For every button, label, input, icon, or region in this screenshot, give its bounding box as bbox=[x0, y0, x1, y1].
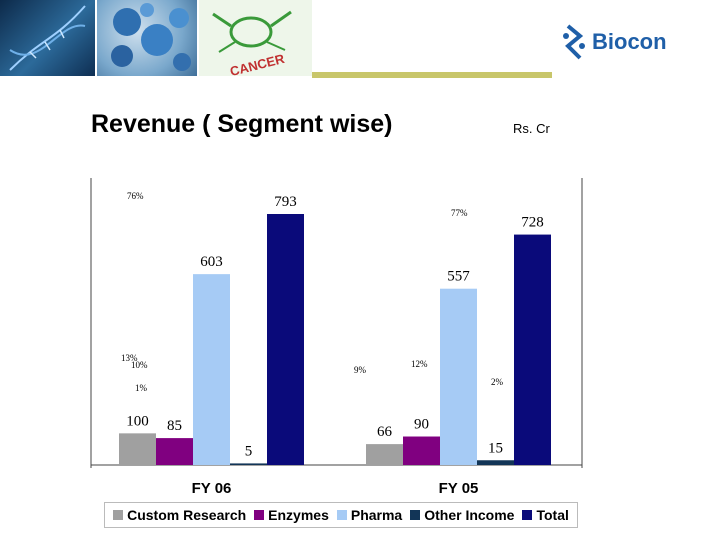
legend-item: Total bbox=[522, 507, 569, 523]
dna-image bbox=[0, 0, 95, 76]
biocon-logo: Biocon bbox=[560, 20, 690, 64]
legend-label: Total bbox=[536, 507, 569, 523]
legend-item: Other Income bbox=[410, 507, 514, 523]
share-label: 9% bbox=[354, 365, 367, 375]
legend-swatch bbox=[336, 510, 347, 520]
share-label: 12% bbox=[411, 359, 428, 369]
value-label: 15 bbox=[488, 440, 503, 456]
category-label: FY 06 bbox=[192, 480, 232, 497]
biocon-logo-icon bbox=[563, 24, 585, 60]
logo-text: Biocon bbox=[592, 29, 667, 54]
molecules-image bbox=[97, 0, 197, 76]
legend-swatch bbox=[410, 510, 421, 520]
page-title: Revenue ( Segment wise) bbox=[91, 110, 393, 138]
bar-total-fy-05 bbox=[514, 234, 551, 465]
molecule-icon bbox=[111, 3, 191, 71]
value-label: 603 bbox=[200, 254, 223, 270]
share-label: 77% bbox=[451, 208, 468, 218]
share-label: 10% bbox=[131, 360, 148, 370]
banner-blank bbox=[312, 0, 552, 76]
cancer-image: CANCER bbox=[199, 0, 312, 78]
bar-pharma-fy-06 bbox=[193, 274, 230, 465]
bar-custom-research-fy-06 bbox=[119, 433, 156, 465]
chart-legend: Custom Research Enzymes Pharma Other Income… bbox=[104, 502, 578, 528]
legend-label: Custom Research bbox=[127, 507, 247, 523]
value-label: 793 bbox=[274, 194, 297, 210]
legend-item: Enzymes bbox=[254, 507, 329, 523]
value-label: 728 bbox=[521, 215, 544, 231]
value-label: 5 bbox=[245, 443, 253, 459]
bar-other-income-fy-06 bbox=[230, 463, 267, 465]
legend-label: Enzymes bbox=[268, 507, 329, 523]
legend-swatch bbox=[254, 510, 265, 520]
value-label: 66 bbox=[377, 424, 393, 440]
bar-enzymes-fy-06 bbox=[156, 438, 193, 465]
legend-label: Pharma bbox=[350, 507, 403, 523]
dna-helix-icon bbox=[9, 5, 86, 71]
share-label: 76% bbox=[127, 191, 144, 201]
bar-other-income-fy-05 bbox=[477, 460, 514, 465]
unit-label: Rs. Cr bbox=[513, 121, 550, 136]
value-label: 557 bbox=[447, 269, 470, 285]
legend-item: Pharma bbox=[336, 507, 403, 523]
value-label: 90 bbox=[414, 417, 429, 433]
legend-label: Other Income bbox=[424, 507, 515, 523]
value-label: 85 bbox=[167, 418, 182, 434]
share-label: 13% bbox=[121, 353, 138, 363]
bar-custom-research-fy-05 bbox=[366, 444, 403, 465]
crab-icon: CANCER bbox=[212, 10, 292, 78]
legend-item: Custom Research bbox=[113, 507, 246, 523]
banner-strip bbox=[312, 72, 552, 78]
legend-swatch bbox=[522, 510, 533, 520]
bar-total-fy-06 bbox=[267, 214, 304, 465]
share-label: 2% bbox=[491, 377, 504, 387]
header-banner: CANCER bbox=[0, 0, 552, 78]
legend-swatch bbox=[113, 510, 124, 520]
bar-pharma-fy-05 bbox=[440, 288, 477, 465]
value-label: 100 bbox=[126, 413, 149, 429]
share-label: 1% bbox=[135, 383, 148, 393]
category-label: FY 05 bbox=[439, 480, 479, 497]
bar-enzymes-fy-05 bbox=[403, 436, 440, 465]
